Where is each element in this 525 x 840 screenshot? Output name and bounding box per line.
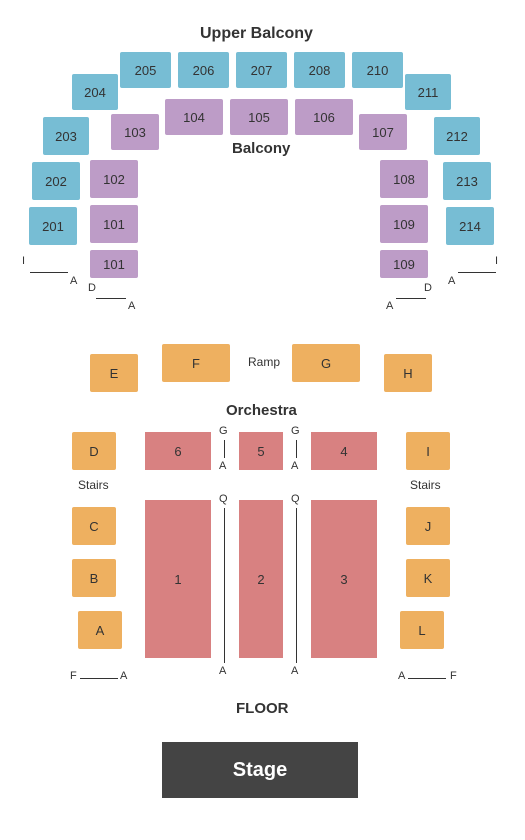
floor-3[interactable]: 3 (309, 498, 379, 660)
stage: Stage (160, 740, 360, 800)
line (408, 678, 446, 679)
upper-balcony-204[interactable]: 204 (70, 72, 120, 112)
orchestra-D[interactable]: D (70, 430, 118, 472)
row-A-left-inner: A (128, 300, 135, 312)
line (396, 298, 426, 299)
row-D-left: D (88, 282, 96, 294)
row-A-54: A (291, 460, 298, 472)
balcony-108[interactable]: 108 (378, 158, 430, 200)
floor-4[interactable]: 4 (309, 430, 379, 472)
orchestra-L[interactable]: L (398, 609, 446, 651)
row-G-54: G (291, 425, 300, 437)
line (30, 272, 68, 273)
balcony-105[interactable]: 105 (228, 97, 290, 137)
row-G-56: G (219, 425, 228, 437)
upper-balcony-210[interactable]: 210 (350, 50, 405, 90)
orchestra-K[interactable]: K (404, 557, 452, 599)
upper-balcony-212[interactable]: 212 (432, 115, 482, 157)
row-A-56: A (219, 460, 226, 472)
floor-2[interactable]: 2 (237, 498, 285, 660)
row-A-bl: A (120, 670, 127, 682)
upper-balcony-206[interactable]: 206 (176, 50, 231, 90)
label-floor: FLOOR (236, 700, 289, 717)
line (96, 298, 126, 299)
row-Q-12: Q (219, 493, 228, 505)
upper-balcony-214[interactable]: 214 (444, 205, 496, 247)
orchestra-H[interactable]: H (382, 352, 434, 394)
balcony-109[interactable]: 109 (378, 203, 430, 245)
line (296, 440, 297, 458)
label-orchestra: Orchestra (226, 402, 297, 419)
row-A-left-outer: A (70, 275, 77, 287)
orchestra-E[interactable]: E (88, 352, 140, 394)
label-stairs-right: Stairs (410, 478, 441, 492)
row-I-right: I (495, 255, 498, 267)
orchestra-A[interactable]: A (76, 609, 124, 651)
row-F-left: F (70, 670, 77, 682)
upper-balcony-203[interactable]: 203 (41, 115, 91, 157)
label-stairs-left: Stairs (78, 478, 109, 492)
line (224, 440, 225, 458)
floor-6[interactable]: 6 (143, 430, 213, 472)
row-A-23: A (291, 665, 298, 677)
upper-balcony-208[interactable]: 208 (292, 50, 347, 90)
row-I-left: I (22, 255, 25, 267)
orchestra-F[interactable]: F (160, 342, 232, 384)
floor-1[interactable]: 1 (143, 498, 213, 660)
upper-balcony-202[interactable]: 202 (30, 160, 82, 202)
label-upper-balcony: Upper Balcony (200, 25, 313, 43)
row-A-right-outer: A (448, 275, 455, 287)
row-A-br: A (398, 670, 405, 682)
orchestra-J[interactable]: J (404, 505, 452, 547)
balcony-107[interactable]: 107 (357, 112, 409, 152)
line (458, 272, 496, 273)
orchestra-B[interactable]: B (70, 557, 118, 599)
orchestra-G[interactable]: G (290, 342, 362, 384)
upper-balcony-205[interactable]: 205 (118, 50, 173, 90)
upper-balcony-211[interactable]: 211 (403, 72, 453, 112)
label-balcony: Balcony (232, 140, 290, 157)
row-D-right: D (424, 282, 432, 294)
balcony-101[interactable]: 101 (88, 248, 140, 280)
upper-balcony-207[interactable]: 207 (234, 50, 289, 90)
row-A-12: A (219, 665, 226, 677)
balcony-103[interactable]: 103 (109, 112, 161, 152)
balcony-106[interactable]: 106 (293, 97, 355, 137)
orchestra-C[interactable]: C (70, 505, 118, 547)
row-A-right-inner: A (386, 300, 393, 312)
balcony-109[interactable]: 109 (378, 248, 430, 280)
row-F-right: F (450, 670, 457, 682)
balcony-102[interactable]: 102 (88, 158, 140, 200)
orchestra-I[interactable]: I (404, 430, 452, 472)
label-ramp: Ramp (248, 355, 280, 369)
balcony-104[interactable]: 104 (163, 97, 225, 137)
row-Q-23: Q (291, 493, 300, 505)
line (224, 508, 225, 663)
line (296, 508, 297, 663)
floor-5[interactable]: 5 (237, 430, 285, 472)
upper-balcony-201[interactable]: 201 (27, 205, 79, 247)
balcony-101[interactable]: 101 (88, 203, 140, 245)
upper-balcony-213[interactable]: 213 (441, 160, 493, 202)
line (80, 678, 118, 679)
